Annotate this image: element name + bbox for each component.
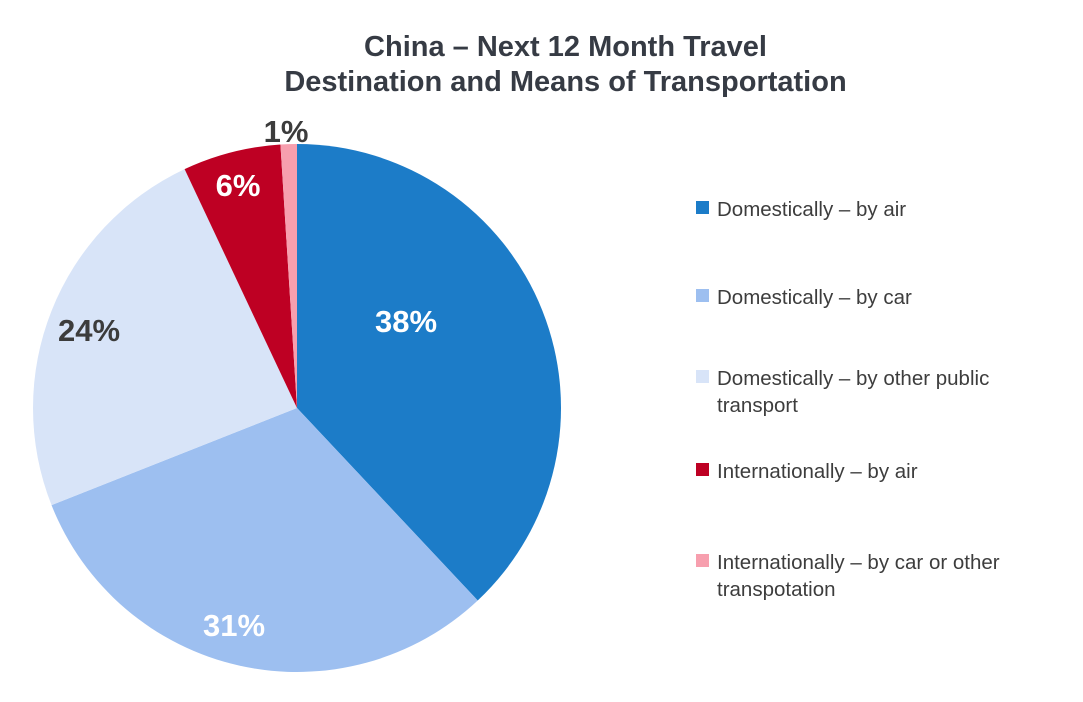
chart-title-line1: China – Next 12 Month Travel	[364, 31, 767, 63]
legend-item-international-car-other: Internationally – by car or other transp…	[696, 549, 1068, 603]
legend-label: Domestically – by air	[717, 198, 907, 221]
legend-item-domestic-public-transport: Domestically – by other public transport	[696, 365, 1068, 419]
chart-title: China – Next 12 Month Travel Destination…	[0, 30, 1083, 100]
pie-slice-3	[184, 144, 297, 408]
legend-swatch-international-air	[696, 463, 709, 476]
pie-slice-1	[51, 408, 478, 672]
slice-label-0: 38%	[375, 304, 437, 339]
legend-label: Internationally – by air	[717, 460, 918, 483]
slice-label-4: 1%	[264, 114, 309, 149]
legend-item-domestic-air: Domestically – by air	[696, 196, 1068, 223]
pie-slice-2	[33, 169, 297, 506]
chart-title-line2: Destination and Means of Transportation	[284, 66, 847, 98]
legend-swatch-domestic-car	[696, 289, 709, 302]
slice-label-3: 6%	[216, 168, 261, 203]
legend-swatch-domestic-public-transport	[696, 370, 709, 383]
pie-slice-4	[280, 144, 297, 408]
legend-label: Domestically – by other public transport	[717, 367, 990, 417]
slice-label-1: 31%	[203, 608, 265, 643]
legend: Domestically – by air Domestically – by …	[696, 0, 1068, 702]
legend-swatch-international-car-other	[696, 554, 709, 567]
legend-label: Internationally – by car or other transp…	[717, 551, 1000, 601]
slice-label-2: 24%	[58, 313, 120, 348]
legend-swatch-domestic-air	[696, 201, 709, 214]
legend-item-domestic-car: Domestically – by car	[696, 284, 1068, 311]
legend-label: Domestically – by car	[717, 286, 912, 309]
legend-item-international-air: Internationally – by air	[696, 458, 1068, 485]
pie-slice-0	[297, 144, 562, 601]
